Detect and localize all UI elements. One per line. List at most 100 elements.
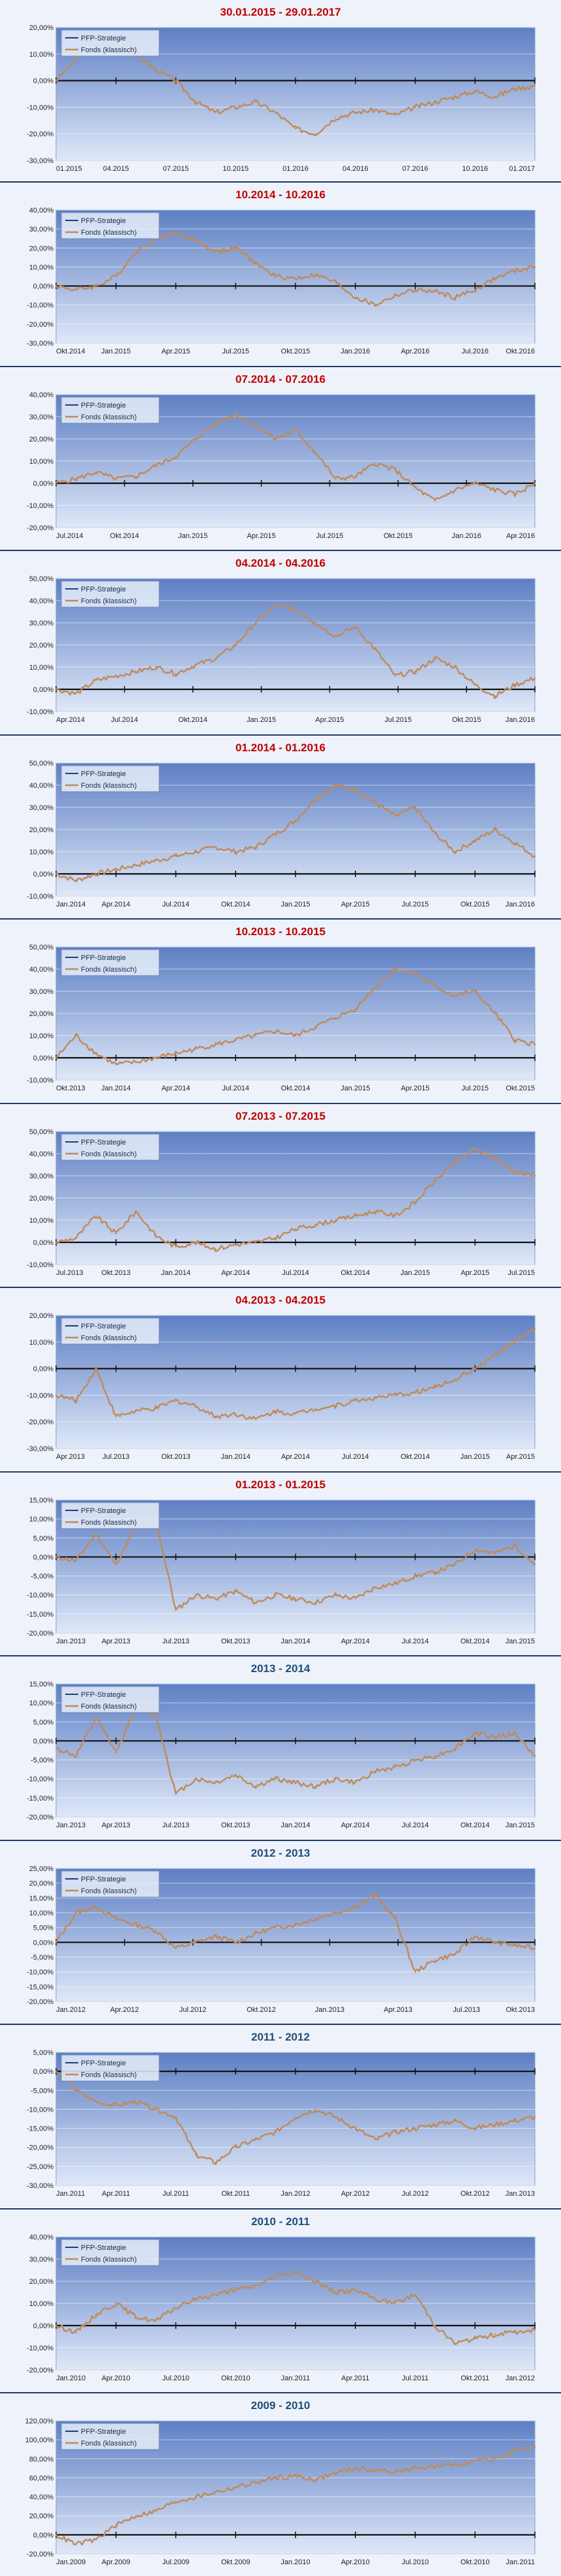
fund-data-point: [235, 1244, 237, 1246]
fund-data-point: [55, 1241, 57, 1244]
x-tick-label: Jul.2010: [162, 2374, 190, 2382]
x-tick-label: Okt.2014: [56, 348, 85, 355]
fund-data-point: [155, 69, 157, 71]
fund-data-point: [354, 2467, 356, 2470]
fund-data-point: [434, 1386, 436, 1388]
series-line-fonds-klassisch: [55, 603, 536, 699]
fund-data-point: [354, 475, 356, 477]
fund-data-point: [215, 2491, 217, 2493]
fund-data-point: [394, 1917, 397, 1920]
x-tick-label: Jan.2014: [161, 1269, 190, 1277]
x-tick-label: Jan.2015: [101, 348, 130, 355]
x-tick-label: Jan.2015: [461, 1453, 490, 1461]
x-tick-label: Jul.2010: [402, 2558, 429, 2566]
x-tick-label: Apr.2015: [461, 1269, 489, 1277]
y-tick-label: -10,00%: [27, 502, 53, 510]
fund-data-point: [254, 101, 257, 103]
fund-data-point: [294, 429, 297, 431]
fund-data-point: [534, 2116, 536, 2118]
x-tick-label: Jan.2014: [221, 1453, 250, 1461]
y-tick-label: 0,00%: [33, 1939, 53, 1947]
fund-data-point: [434, 101, 436, 103]
legend-label-pfp-strategie: PFP-Strategie: [81, 2428, 126, 2436]
y-tick-label: 10,00%: [29, 664, 54, 672]
fund-data-point: [194, 1941, 197, 1943]
fund-data-point: [334, 635, 337, 637]
fund-data-point: [314, 2280, 316, 2283]
y-tick-label: 0,00%: [33, 1553, 53, 1561]
y-tick-label: 5,00%: [33, 1925, 53, 1932]
fund-data-point: [75, 289, 77, 291]
legend-box: [61, 765, 160, 792]
x-tick-label: Okt.2013: [101, 1269, 130, 1277]
y-tick-label: 0,00%: [33, 1239, 53, 1247]
fund-data-point: [494, 277, 496, 280]
y-tick-label: 40,00%: [29, 782, 54, 790]
fund-data-point: [275, 2131, 277, 2133]
fund-data-point: [474, 90, 476, 93]
chart-panel: 04.2014 - 04.2016 -10,00% 0,00% 10,00% 20,00…: [0, 551, 561, 734]
fund-data-point: [314, 2479, 316, 2481]
fund-data-point: [394, 2302, 397, 2305]
fund-data-point: [514, 1039, 516, 1041]
fund-data-point: [374, 1586, 376, 1589]
fund-data-point: [75, 58, 77, 61]
chart-svg: 10.2014 - 10.2016 -30,00% -20,00% -10,00% 0,…: [0, 183, 561, 365]
fund-data-point: [215, 657, 217, 659]
y-tick-label: 50,00%: [29, 944, 54, 951]
x-tick-label: Okt.2013: [506, 2006, 535, 2014]
fund-data-point: [354, 1782, 356, 1784]
fund-data-point: [514, 2119, 516, 2122]
legend-label-fonds-klassisch: Fonds (klassisch): [81, 2256, 137, 2264]
x-tick-label: Apr.2016: [506, 532, 535, 540]
fund-data-point: [215, 423, 217, 425]
fund-data-point: [494, 1012, 496, 1015]
fund-data-point: [194, 1048, 197, 1050]
fund-data-point: [135, 2316, 137, 2318]
fund-data-point: [95, 680, 97, 681]
y-tick-label: -10,00%: [27, 2106, 53, 2114]
x-tick-label: Jul.2014: [162, 901, 190, 908]
x-tick-label: Jul.2015: [508, 1269, 535, 1277]
fund-data-point: [334, 2472, 337, 2474]
y-tick-label: 30,00%: [29, 988, 54, 996]
x-tick-label: Apr.2016: [401, 348, 429, 355]
fund-data-point: [314, 1223, 316, 1225]
fund-data-point: [115, 2302, 117, 2305]
fund-data-point: [454, 995, 456, 996]
fund-data-point: [275, 1237, 277, 1239]
fund-data-point: [194, 239, 197, 241]
fund-data-point: [55, 873, 57, 875]
fund-data-point: [534, 482, 536, 485]
fund-data-point: [235, 1941, 237, 1943]
fund-data-point: [374, 2469, 376, 2471]
fund-data-point: [215, 1782, 217, 1784]
fund-data-point: [175, 1793, 177, 1795]
y-tick-label: 25,00%: [29, 1865, 54, 1873]
x-tick-label: Jul.2014: [342, 1453, 369, 1461]
fund-data-point: [294, 1782, 297, 1784]
chart-panel: 07.2014 - 07.2016 -20,00% -10,00% 0,00% 10,0…: [0, 367, 561, 550]
x-tick-label: Jan.2015: [506, 1821, 535, 1829]
fund-data-point: [275, 1926, 277, 1928]
fund-data-point: [115, 1064, 117, 1066]
panel-separator: [0, 1287, 561, 1288]
x-tick-label: Apr.2013: [56, 1453, 85, 1461]
fund-data-point: [474, 990, 476, 993]
fund-data-point: [414, 1759, 416, 1761]
fund-data-point: [314, 133, 316, 135]
fund-data-point: [454, 489, 456, 491]
chart-title: 2012 - 2013: [251, 1847, 311, 1859]
x-tick-label: Apr.2012: [110, 2006, 139, 2014]
y-tick-label: 50,00%: [29, 760, 54, 768]
fund-data-point: [294, 820, 297, 822]
fund-data-point: [175, 1609, 177, 1611]
fund-data-point: [194, 1241, 197, 1244]
x-tick-label: Jan.2009: [56, 2558, 85, 2566]
x-tick-label: Jul.2015: [222, 348, 249, 355]
x-tick-label: Apr.2014: [102, 901, 130, 908]
x-tick-label: Jul.2014: [111, 716, 138, 724]
legend-label-pfp-strategie: PFP-Strategie: [81, 1139, 126, 1146]
fund-data-point: [454, 1747, 456, 1750]
fund-data-point: [334, 2291, 337, 2294]
